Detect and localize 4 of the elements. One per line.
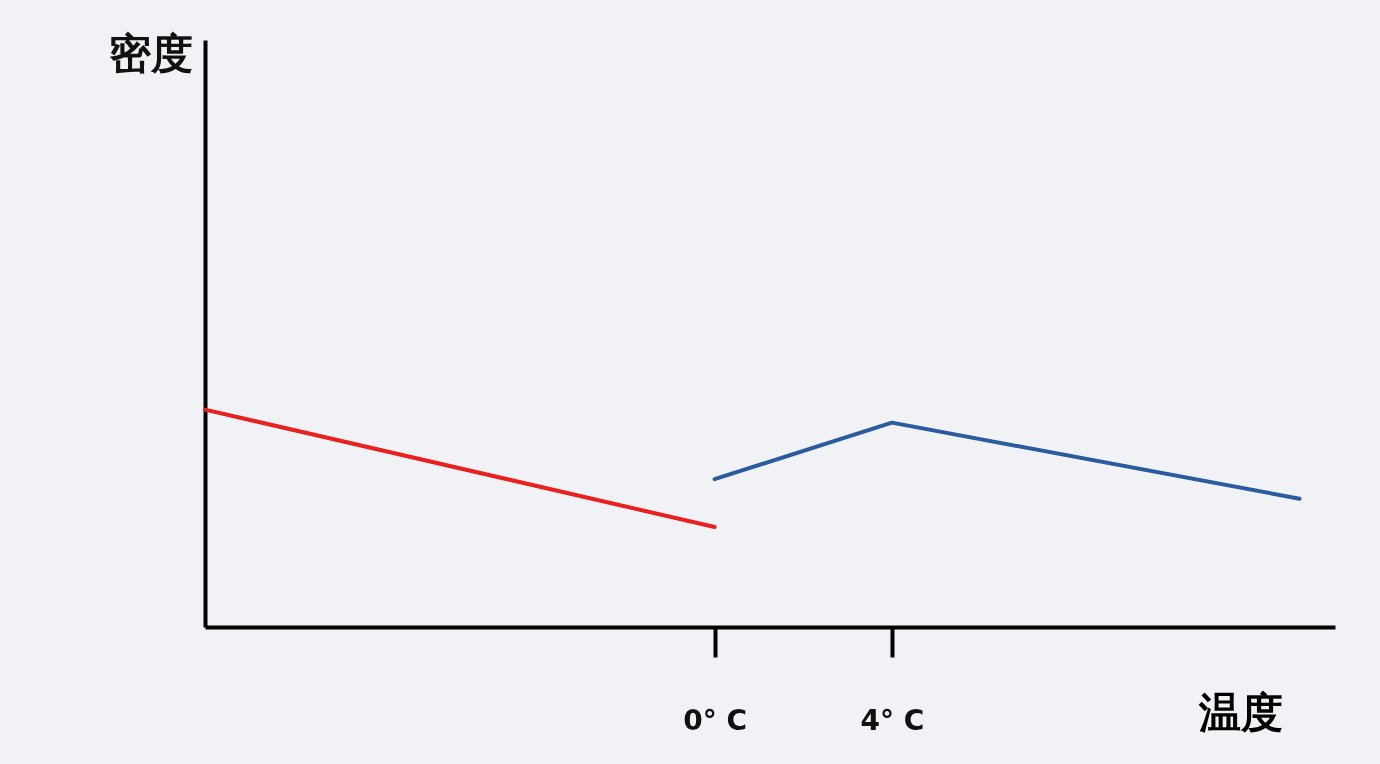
x-tick-label: 4° C [860, 703, 925, 737]
x-axis-title: 温度 [1197, 687, 1283, 737]
x-tick-label: 0° C [683, 703, 747, 737]
text: 密度 [109, 29, 193, 78]
